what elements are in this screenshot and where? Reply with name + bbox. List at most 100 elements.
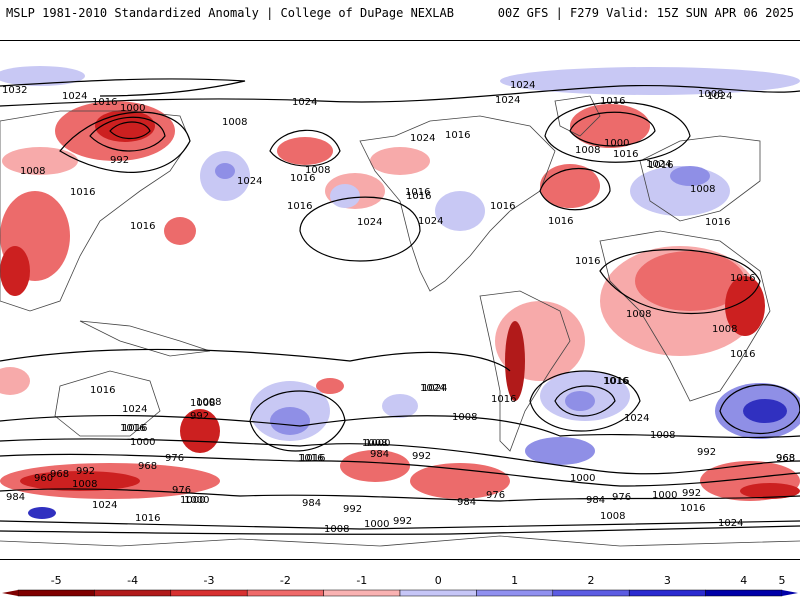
isobar-1008-africa xyxy=(599,249,761,314)
contour-label: 1000 xyxy=(652,490,677,501)
colorbar-tick-label: -1 xyxy=(356,574,367,587)
contour-label: 1016 xyxy=(680,503,705,514)
anomaly-south-pacific-high-core xyxy=(270,407,310,435)
isobar-1016-antarctic xyxy=(0,525,800,535)
contour-label: 1016 xyxy=(406,191,431,202)
anomaly-south-pacific-small xyxy=(316,378,344,394)
contour-label: 1000 xyxy=(365,438,390,449)
colorbar-tick-label: 2 xyxy=(588,574,595,587)
contour-label: 1024 xyxy=(646,159,671,170)
contour-label: 992 xyxy=(343,504,362,515)
colorbar-tick-label: 0 xyxy=(435,574,442,587)
contour-label: 1008 xyxy=(690,184,715,195)
contour-label: 1008 xyxy=(575,145,600,156)
contour-label: 1016 xyxy=(445,130,470,141)
contour-label: 1016 xyxy=(730,349,755,360)
contour-label: 984 xyxy=(457,497,476,508)
anomaly-arctic-east xyxy=(500,67,800,95)
contour-label: 1024 xyxy=(707,91,732,102)
contour-label: 984 xyxy=(302,498,321,509)
contour-label: 1016 xyxy=(730,273,755,284)
coast-antarctica xyxy=(0,535,800,547)
map-canvas: 1032 1024 1016 1000 1008 992 1016 1008 1… xyxy=(0,66,800,547)
contour-label: 1008 xyxy=(72,479,97,490)
contour-label: 1008 xyxy=(20,166,45,177)
contour-label: 1000 xyxy=(120,103,145,114)
contour-label: 1016 xyxy=(548,216,573,227)
anomaly-southern-ocean-west-core xyxy=(20,471,140,491)
colorbar-tick-labels: -5 -4 -3 -2 -1 0 1 2 3 4 5 xyxy=(51,574,786,587)
contour-label: 1024 xyxy=(510,80,535,91)
contour-label: 1016 xyxy=(648,160,673,171)
coast-north-america xyxy=(359,115,556,292)
contour-label: 1000 xyxy=(364,519,389,530)
anomaly-southern-ocean-mid xyxy=(340,450,410,482)
contour-label: 1008 xyxy=(626,309,651,320)
isobar-1008-arctic-atlantic xyxy=(569,111,656,147)
anomaly-asia-north xyxy=(2,147,78,175)
anomaly-north-pacific-high-core xyxy=(215,163,235,179)
contour-label: 1016 xyxy=(705,217,730,228)
isobar-1024-north xyxy=(0,78,246,97)
contour-label: 968 xyxy=(776,453,795,464)
coast-africa xyxy=(599,230,771,402)
contour-label: 1008 xyxy=(698,89,723,100)
anomaly-arctic-atlantic xyxy=(570,104,650,148)
contour-label: 1000 xyxy=(184,495,209,506)
isobar-1016-aleutian xyxy=(269,129,341,167)
contour-label: 992 xyxy=(190,411,209,422)
isobar-1016-south-pacific xyxy=(249,390,346,452)
contour-label: 1024 xyxy=(292,97,317,108)
contour-label: 1008 xyxy=(196,397,221,408)
anomaly-south-atlantic-coast xyxy=(525,437,595,465)
anomaly-ne-pacific-high xyxy=(330,184,360,208)
colorbar-swatch xyxy=(476,589,554,597)
contour-label: 1024 xyxy=(418,216,443,227)
isobar-1024-south-atlantic xyxy=(554,385,616,417)
colorbar-swatches xyxy=(2,589,798,597)
contour-label: 992 xyxy=(110,155,129,166)
isobar-1016-south-atlantic xyxy=(529,370,641,432)
isobar-1016-atlantic xyxy=(539,167,611,211)
contour-label: 1024 xyxy=(420,383,445,394)
contour-label: 1016 xyxy=(300,453,325,464)
isobar-1008-south xyxy=(0,414,800,439)
contour-label: 1000 xyxy=(604,138,629,149)
contour-label: 1016 xyxy=(298,453,323,464)
isobar-1024-npac-high xyxy=(299,196,421,262)
contour-label: 1016 xyxy=(287,201,312,212)
colorbar-tick-label: -4 xyxy=(127,574,138,587)
contour-label: 1016 xyxy=(92,97,117,108)
map-title: MSLP 1981-2010 Standardized Anomaly | Co… xyxy=(6,6,454,20)
contour-label: 1024 xyxy=(62,91,87,102)
coast-south-america xyxy=(479,290,571,452)
colorbar-swatch xyxy=(17,589,95,597)
contour-label: 1016 xyxy=(491,394,516,405)
contour-label: 1008 xyxy=(600,511,625,522)
contour-label: 1024 xyxy=(92,500,117,511)
isobar-992-nw-pacific xyxy=(109,121,151,140)
contour-label: 1016 xyxy=(130,221,155,232)
isobar-1008-antarctic xyxy=(0,520,800,530)
colorbar-swatch xyxy=(170,589,248,597)
colorbar-tick-label: 5 xyxy=(779,574,786,587)
contour-label: 992 xyxy=(682,488,701,499)
contour-label: 1016 xyxy=(405,187,430,198)
contour-label: 1016 xyxy=(575,256,600,267)
contour-label: 1016 xyxy=(490,201,515,212)
colorbar-arrow-right xyxy=(782,590,798,596)
contour-label: 1032 xyxy=(2,85,27,96)
coast-greenland xyxy=(554,95,601,137)
anomaly-atlantic xyxy=(540,164,600,208)
colorbar-tick-label: 4 xyxy=(740,574,747,587)
isobar-1000-nw-pacific xyxy=(89,116,166,152)
contour-label: 960 xyxy=(34,473,53,484)
colorbar-tick-label: -3 xyxy=(204,574,215,587)
contour-label-layer: 1032 1024 1016 1000 1008 992 1016 1008 1… xyxy=(2,80,795,535)
contour-label: 984 xyxy=(6,492,25,503)
anomaly-andes xyxy=(505,321,525,401)
anomaly-indian-ocean-high-core xyxy=(743,399,787,423)
contour-label: 976 xyxy=(486,490,505,501)
contour-label: 984 xyxy=(370,449,389,460)
negative-anomaly-regions xyxy=(0,101,800,501)
